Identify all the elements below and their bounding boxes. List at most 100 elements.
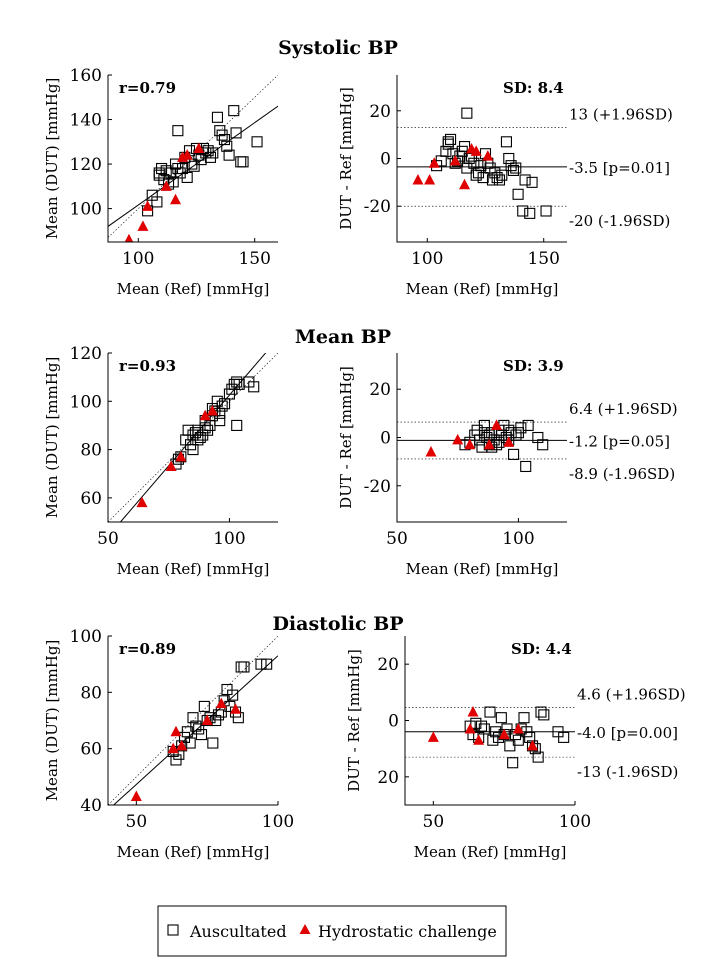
point-auscultated	[477, 172, 489, 184]
point-hydrostatic	[483, 438, 495, 450]
x-tick-label: 150	[527, 249, 559, 269]
y-axis-label: DUT - Ref [mmHg]	[345, 649, 363, 792]
sd-annotation: SD: 3.9	[503, 357, 564, 375]
point-hydrostatic	[215, 697, 227, 709]
point-auscultated	[187, 712, 199, 724]
point-auscultated	[458, 141, 471, 153]
point-hydrostatic	[449, 154, 461, 166]
x-tick-label: 150	[238, 249, 270, 269]
point-hydrostatic	[527, 739, 538, 751]
legend-marker-hydrostatic	[299, 924, 311, 934]
point-hydrostatic	[170, 193, 182, 205]
point-auscultated	[495, 712, 507, 724]
point-auscultated	[507, 757, 519, 769]
y-tick-label: 60	[80, 489, 102, 509]
y-tick-label: 0	[388, 712, 399, 732]
legend-label-auscultated: Auscultated	[189, 922, 287, 941]
x-tick-label: 100	[122, 249, 154, 269]
point-auscultated	[524, 731, 536, 743]
y-tick-label: -20	[364, 197, 391, 217]
point-hydrostatic	[230, 703, 241, 714]
point-hydrostatic	[498, 728, 510, 740]
point-auscultated	[519, 174, 531, 186]
point-hydrostatic	[428, 157, 440, 168]
plot-area	[108, 636, 278, 805]
point-hydrostatic	[136, 496, 148, 508]
point-hydrostatic	[176, 739, 188, 751]
point-auscultated	[442, 136, 454, 148]
point-auscultated	[537, 439, 549, 451]
y-axis-label: Mean (DUT) [mmHg]	[43, 78, 61, 240]
point-auscultated	[181, 726, 193, 738]
panel-1: 100 150 100 120 140 160 Mean (Ref) [mmHg] Mean …	[43, 66, 278, 298]
y-tick-label: 20	[377, 655, 399, 675]
point-auscultated	[522, 419, 534, 431]
point-hydrostatic	[124, 233, 134, 242]
x-axis-label: Mean (Ref) [mmHg]	[117, 843, 270, 861]
point-auscultated	[232, 712, 244, 724]
point-auscultated	[445, 133, 457, 145]
point-auscultated	[510, 162, 522, 174]
legend: Auscultated Hydrostatic challenge	[157, 905, 507, 957]
point-auscultated	[221, 683, 233, 696]
point-auscultated	[475, 160, 487, 172]
point-hydrostatic	[142, 200, 154, 211]
point-auscultated	[151, 196, 163, 208]
y-tick-label: -20	[364, 477, 391, 497]
point-hydrostatic	[473, 734, 485, 745]
point-hydrostatic	[175, 450, 187, 462]
y-tick-label: 120	[70, 155, 102, 175]
point-auscultated	[218, 134, 230, 146]
point-auscultated	[178, 731, 191, 743]
mean-bias-label: -4.0 [p=0.00]	[577, 724, 678, 742]
point-auscultated	[190, 720, 202, 732]
point-auscultated	[558, 731, 570, 743]
point-auscultated	[461, 107, 473, 119]
point-hydrostatic	[181, 149, 193, 160]
y-tick-label: 40	[80, 796, 102, 816]
point-auscultated	[248, 381, 260, 393]
point-auscultated	[507, 164, 519, 176]
point-auscultated	[193, 723, 205, 735]
y-tick-label: 100	[70, 627, 102, 647]
point-auscultated	[237, 156, 249, 168]
point-auscultated	[235, 661, 247, 673]
point-auscultated	[524, 207, 536, 219]
point-auscultated	[228, 105, 240, 117]
point-auscultated	[517, 205, 529, 217]
y-tick-label: 60	[80, 740, 102, 760]
point-auscultated	[526, 176, 538, 188]
point-hydrostatic	[512, 722, 524, 734]
row-title-diastolic: Diastolic BP	[272, 613, 403, 635]
upper-limit-label: 4.6 (+1.96SD)	[577, 686, 686, 704]
point-auscultated	[512, 188, 524, 200]
mean-bias-label: -3.5 [p=0.01]	[569, 159, 670, 177]
y-axis-label: Mean (DUT) [mmHg]	[43, 640, 61, 802]
point-auscultated	[231, 419, 243, 431]
point-auscultated	[211, 111, 224, 123]
point-hydrostatic	[165, 460, 177, 471]
point-auscultated	[261, 658, 273, 670]
point-hydrostatic	[137, 220, 149, 231]
point-hydrostatic	[170, 725, 182, 737]
x-tick-label: 100	[262, 812, 294, 832]
point-auscultated	[181, 171, 193, 183]
panel-3: 50 100 60 80 100 120 Mean (Ref) [mmHg] Mean (DU…	[43, 344, 278, 578]
sd-annotation: SD: 4.4	[511, 640, 572, 658]
panel-6: 50 100 20 0 20 Mean (Ref) [mmHg] DUT - Ref [mm…	[345, 636, 686, 861]
x-tick-label: 100	[502, 529, 534, 549]
point-hydrostatic	[193, 142, 205, 153]
point-hydrostatic	[206, 404, 218, 416]
point-auscultated	[195, 729, 208, 741]
point-auscultated	[552, 726, 564, 738]
point-auscultated	[210, 714, 222, 727]
point-hydrostatic	[412, 173, 424, 185]
y-tick-label: 0	[380, 429, 391, 449]
point-hydrostatic	[464, 438, 476, 450]
point-auscultated	[212, 709, 225, 721]
regression-line	[108, 105, 278, 227]
mean-bias-label: -1.2 [p=0.05]	[569, 432, 670, 450]
point-auscultated	[198, 700, 210, 712]
point-hydrostatic	[452, 433, 464, 445]
